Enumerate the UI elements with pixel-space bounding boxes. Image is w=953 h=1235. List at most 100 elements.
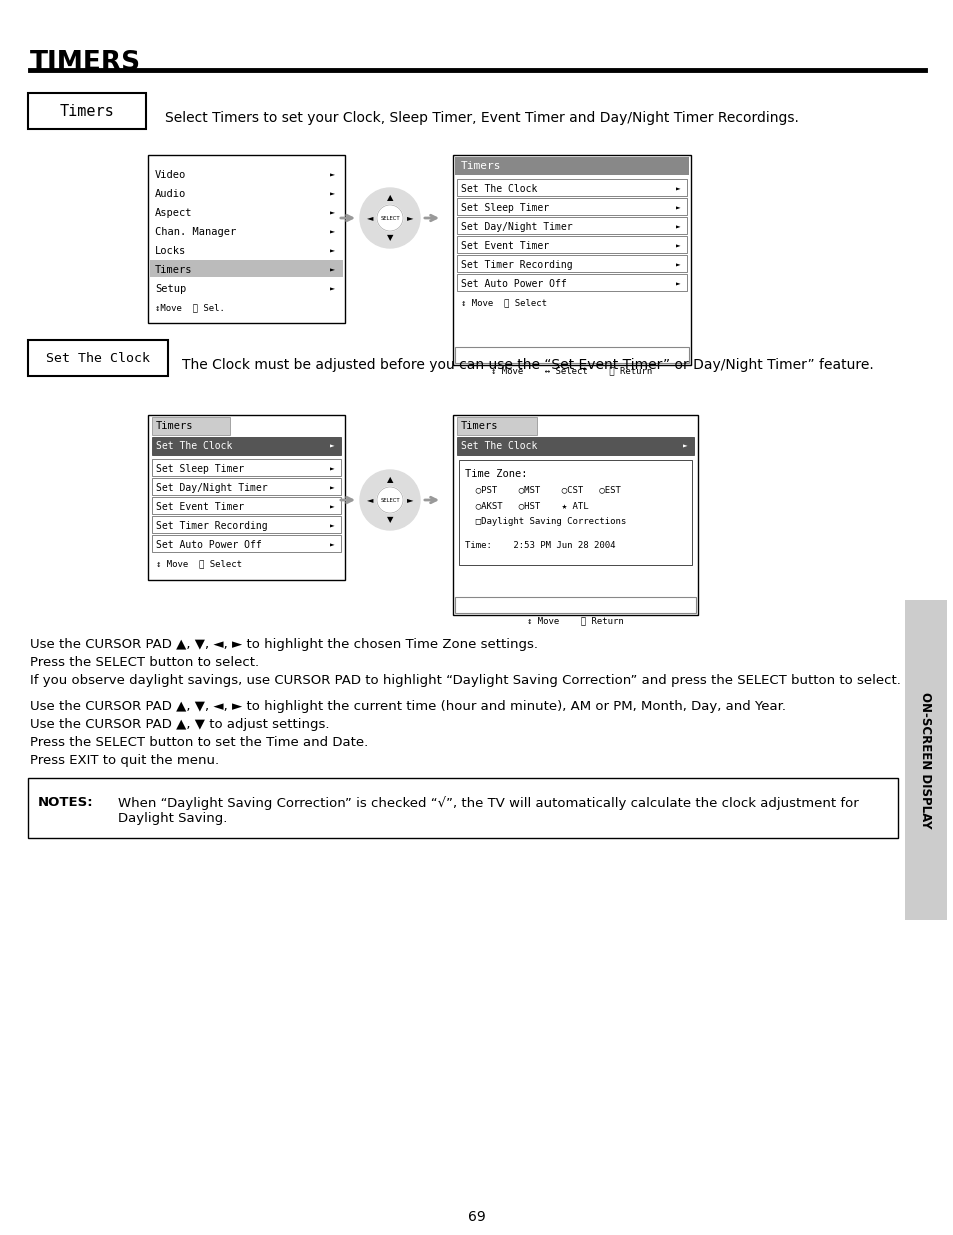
FancyBboxPatch shape bbox=[456, 417, 537, 435]
Text: ◄: ◄ bbox=[366, 495, 373, 505]
FancyBboxPatch shape bbox=[456, 179, 686, 196]
Text: ►: ► bbox=[330, 266, 335, 274]
FancyBboxPatch shape bbox=[456, 198, 686, 215]
FancyBboxPatch shape bbox=[152, 478, 340, 495]
FancyBboxPatch shape bbox=[453, 156, 690, 366]
Text: ►: ► bbox=[676, 204, 680, 212]
Text: 69: 69 bbox=[468, 1210, 485, 1224]
FancyBboxPatch shape bbox=[148, 156, 345, 324]
Text: Set Day/Night Timer: Set Day/Night Timer bbox=[460, 222, 572, 232]
Text: ►: ► bbox=[676, 222, 680, 231]
Text: ►: ► bbox=[330, 521, 335, 531]
Text: ►: ► bbox=[330, 541, 335, 550]
Text: ◯PST    ◯MST    ◯CST   ◯EST: ◯PST ◯MST ◯CST ◯EST bbox=[464, 485, 620, 494]
Text: Setup: Setup bbox=[154, 284, 186, 294]
Text: ◄: ◄ bbox=[366, 214, 373, 222]
FancyBboxPatch shape bbox=[458, 459, 691, 564]
Text: When “Daylight Saving Correction” is checked “√”, the TV will automatically calc: When “Daylight Saving Correction” is che… bbox=[118, 797, 858, 810]
FancyBboxPatch shape bbox=[150, 261, 343, 277]
Text: Timers: Timers bbox=[154, 266, 193, 275]
Text: If you observe daylight savings, use CURSOR PAD to highlight “Daylight Saving Co: If you observe daylight savings, use CUR… bbox=[30, 674, 900, 687]
Text: Aspect: Aspect bbox=[154, 207, 193, 219]
Text: Time Zone:: Time Zone: bbox=[464, 469, 527, 479]
Text: ↕ Move  Ⓢ Select: ↕ Move Ⓢ Select bbox=[156, 559, 242, 568]
Text: ▼: ▼ bbox=[386, 233, 393, 242]
FancyBboxPatch shape bbox=[904, 600, 946, 920]
Text: Set Timer Recording: Set Timer Recording bbox=[156, 521, 268, 531]
FancyBboxPatch shape bbox=[453, 415, 698, 615]
Text: Set Sleep Timer: Set Sleep Timer bbox=[460, 203, 549, 212]
FancyBboxPatch shape bbox=[456, 437, 693, 454]
Text: ►: ► bbox=[406, 214, 413, 222]
FancyBboxPatch shape bbox=[456, 236, 686, 253]
Text: Set The Clock: Set The Clock bbox=[460, 441, 537, 451]
Text: Timers: Timers bbox=[156, 421, 193, 431]
FancyBboxPatch shape bbox=[455, 157, 688, 175]
Text: □Daylight Saving Corrections: □Daylight Saving Corrections bbox=[464, 517, 625, 526]
Text: Set Auto Power Off: Set Auto Power Off bbox=[460, 279, 566, 289]
Text: Video: Video bbox=[154, 170, 186, 180]
Text: ►: ► bbox=[676, 261, 680, 269]
Text: Use the CURSOR PAD ▲, ▼ to adjust settings.: Use the CURSOR PAD ▲, ▼ to adjust settin… bbox=[30, 718, 329, 731]
FancyBboxPatch shape bbox=[456, 254, 686, 272]
Circle shape bbox=[376, 205, 402, 231]
Text: ↕ Move    Ⓢ Return: ↕ Move Ⓢ Return bbox=[526, 616, 622, 625]
Text: SELECT: SELECT bbox=[380, 498, 399, 503]
Text: ►: ► bbox=[330, 170, 335, 179]
FancyBboxPatch shape bbox=[456, 274, 686, 291]
Text: Locks: Locks bbox=[154, 246, 186, 256]
Text: ►: ► bbox=[330, 464, 335, 473]
Text: SELECT: SELECT bbox=[380, 215, 399, 221]
Text: Set The Clock: Set The Clock bbox=[46, 352, 150, 364]
Text: ►: ► bbox=[676, 242, 680, 251]
FancyBboxPatch shape bbox=[148, 415, 345, 580]
Text: ►: ► bbox=[330, 284, 335, 294]
Text: ►: ► bbox=[330, 247, 335, 256]
FancyBboxPatch shape bbox=[152, 437, 340, 454]
Text: ↕Move  Ⓢ Sel.: ↕Move Ⓢ Sel. bbox=[154, 304, 225, 312]
Text: ↕ Move    ↔ Select    Ⓢ Return: ↕ Move ↔ Select Ⓢ Return bbox=[491, 367, 652, 375]
FancyBboxPatch shape bbox=[455, 347, 688, 363]
FancyBboxPatch shape bbox=[150, 417, 343, 435]
Text: Set The Clock: Set The Clock bbox=[460, 184, 537, 194]
Text: ▼: ▼ bbox=[386, 515, 393, 525]
FancyBboxPatch shape bbox=[152, 459, 340, 475]
Text: ◯AKST   ◯HST    ★ ATL: ◯AKST ◯HST ★ ATL bbox=[464, 501, 588, 510]
Text: Timers: Timers bbox=[460, 161, 501, 170]
Circle shape bbox=[376, 487, 402, 513]
Text: Set Event Timer: Set Event Timer bbox=[460, 241, 549, 251]
Text: Use the CURSOR PAD ▲, ▼, ◄, ► to highlight the current time (hour and minute), A: Use the CURSOR PAD ▲, ▼, ◄, ► to highlig… bbox=[30, 700, 785, 713]
Text: ►: ► bbox=[676, 184, 680, 194]
Text: Audio: Audio bbox=[154, 189, 186, 199]
Text: Time:    2:53 PM Jun 28 2004: Time: 2:53 PM Jun 28 2004 bbox=[464, 541, 615, 551]
Text: ►: ► bbox=[330, 483, 335, 493]
Text: ↕ Move  Ⓢ Select: ↕ Move Ⓢ Select bbox=[460, 299, 546, 308]
Text: ON-SCREEN DISPLAY: ON-SCREEN DISPLAY bbox=[919, 692, 931, 829]
Text: Set Day/Night Timer: Set Day/Night Timer bbox=[156, 483, 268, 493]
FancyBboxPatch shape bbox=[150, 298, 343, 315]
FancyBboxPatch shape bbox=[152, 496, 340, 514]
Text: Select Timers to set your Clock, Sleep Timer, Event Timer and Day/Night Timer Re: Select Timers to set your Clock, Sleep T… bbox=[165, 111, 798, 125]
Text: Daylight Saving.: Daylight Saving. bbox=[118, 811, 227, 825]
Text: ►: ► bbox=[406, 495, 413, 505]
FancyBboxPatch shape bbox=[152, 516, 340, 534]
Circle shape bbox=[359, 188, 419, 248]
Text: ►: ► bbox=[682, 441, 687, 451]
Text: ►: ► bbox=[676, 279, 680, 289]
Text: Press the SELECT button to set the Time and Date.: Press the SELECT button to set the Time … bbox=[30, 736, 368, 748]
FancyBboxPatch shape bbox=[152, 417, 230, 435]
Text: Set The Clock: Set The Clock bbox=[156, 441, 233, 451]
Text: TIMERS: TIMERS bbox=[30, 49, 141, 77]
FancyBboxPatch shape bbox=[28, 778, 897, 839]
FancyBboxPatch shape bbox=[152, 535, 340, 552]
Text: ►: ► bbox=[330, 227, 335, 236]
Text: The Clock must be adjusted before you can use the “Set Event Timer” or Day/Night: The Clock must be adjusted before you ca… bbox=[182, 358, 873, 372]
FancyBboxPatch shape bbox=[456, 217, 686, 233]
Text: Set Sleep Timer: Set Sleep Timer bbox=[156, 464, 244, 474]
Text: NOTES:: NOTES: bbox=[38, 797, 93, 809]
FancyBboxPatch shape bbox=[28, 340, 168, 375]
Text: Timers: Timers bbox=[460, 421, 498, 431]
Text: ►: ► bbox=[330, 441, 335, 451]
FancyBboxPatch shape bbox=[28, 93, 146, 128]
Text: Chan. Manager: Chan. Manager bbox=[154, 227, 236, 237]
